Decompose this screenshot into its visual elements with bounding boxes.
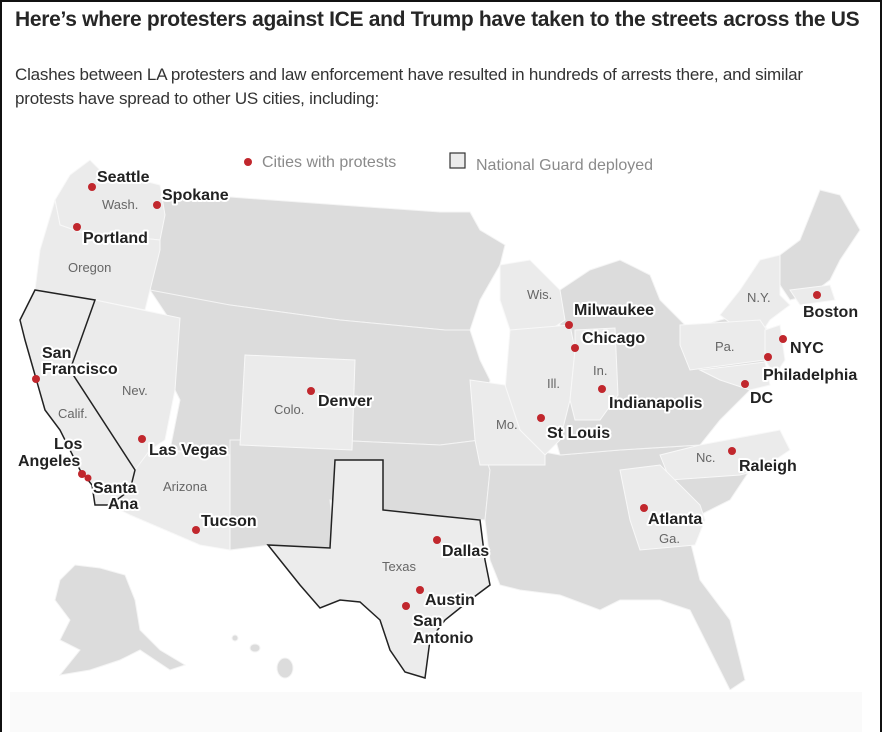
city-label-chicago: Chicago <box>582 330 645 347</box>
dot-las-vegas <box>138 435 146 443</box>
dot-santa-ana <box>84 474 92 482</box>
state-oregon <box>34 199 161 311</box>
state-label-arizona: Arizona <box>163 479 208 494</box>
page-subtitle: Clashes between LA protesters and law en… <box>15 65 803 108</box>
dot-dc <box>741 380 749 388</box>
city-label-san-antonio-1: San <box>413 613 442 630</box>
dot-spokane <box>153 201 161 209</box>
city-label-dc: DC <box>750 390 774 407</box>
legend-dot-icon <box>244 158 252 166</box>
state-georgia <box>619 464 706 551</box>
state-new-england <box>779 189 861 301</box>
state-label-texas: Texas <box>382 559 416 574</box>
dot-denver <box>307 387 315 395</box>
state-label-ill: Ill. <box>547 376 560 391</box>
legend-cities-label: Cities with protests <box>262 154 396 171</box>
footer-area <box>10 692 862 732</box>
state-label-in: In. <box>593 363 607 378</box>
city-label-philadelphia: Philadelphia <box>763 367 857 384</box>
dot-austin <box>416 586 424 594</box>
city-label-dallas: Dallas <box>442 543 489 560</box>
dot-los-angeles <box>78 470 86 478</box>
us-map: Cities with protests National Guard depl… <box>10 120 862 690</box>
city-label-seattle: Seattle <box>97 169 150 186</box>
page-title: Here’s where protesters against ICE and … <box>15 8 860 31</box>
dot-tucson <box>192 526 200 534</box>
state-label-oregon: Oregon <box>68 260 111 275</box>
dot-indianapolis <box>598 385 606 393</box>
city-label-san-francisco-2: Francisco <box>42 361 118 378</box>
state-colorado <box>239 354 356 451</box>
dot-nyc <box>779 335 787 343</box>
dot-milwaukee <box>565 321 573 329</box>
state-label-calif: Calif. <box>58 406 88 421</box>
state-label-nev: Nev. <box>122 383 148 398</box>
state-hawaii-small-2 <box>231 634 239 642</box>
city-label-atlanta: Atlanta <box>648 511 702 528</box>
city-label-las-vegas: Las Vegas <box>149 442 227 459</box>
city-label-san-antonio-2: Antonio <box>413 630 474 647</box>
state-label-wis: Wis. <box>527 287 552 302</box>
dot-atlanta <box>640 504 648 512</box>
dot-boston <box>813 291 821 299</box>
city-label-los-angeles-1: Los <box>54 436 83 453</box>
state-label-nc: Nc. <box>696 450 716 465</box>
city-label-indianapolis: Indianapolis <box>609 395 702 412</box>
dot-san-francisco <box>32 375 40 383</box>
state-hawaii-small <box>249 643 261 653</box>
city-label-austin: Austin <box>425 592 475 609</box>
dot-seattle <box>88 183 96 191</box>
legend-guard-label: National Guard deployed <box>476 157 653 174</box>
state-wisconsin <box>499 259 566 331</box>
state-label-pa: Pa. <box>715 339 735 354</box>
dot-raleigh <box>728 447 736 455</box>
city-label-boston: Boston <box>803 304 858 321</box>
state-texas-guard <box>266 459 491 679</box>
state-alaska <box>54 564 187 676</box>
state-maryland-dc <box>698 361 771 391</box>
dot-st-louis <box>537 414 545 422</box>
dot-portland <box>73 223 81 231</box>
state-california-guard <box>19 289 136 506</box>
dot-san-antonio <box>402 602 410 610</box>
city-labels: Seattle Spokane Portland San Francisco L… <box>16 167 860 649</box>
city-label-tucson: Tucson <box>201 513 257 530</box>
city-label-san-francisco-1: San <box>42 345 71 362</box>
state-labels: Wash. Oregon Calif. Nev. Arizona Colo. T… <box>58 197 771 574</box>
state-missouri <box>469 379 546 466</box>
state-label-ga: Ga. <box>659 531 680 546</box>
city-label-santa-ana-1: Santa <box>93 480 137 497</box>
dot-philadelphia <box>764 353 772 361</box>
city-label-st-louis: St Louis <box>547 425 610 442</box>
city-label-raleigh: Raleigh <box>739 458 797 475</box>
legend: Cities with protests National Guard depl… <box>244 152 653 174</box>
city-label-portland: Portland <box>83 230 148 247</box>
dot-dallas <box>433 536 441 544</box>
protest-states <box>34 159 836 551</box>
city-dots <box>32 183 821 610</box>
map-svg: Cities with protests National Guard depl… <box>16 152 861 690</box>
state-label-wash: Wash. <box>102 197 138 212</box>
national-guard-states <box>19 289 491 679</box>
state-label-colo: Colo. <box>274 402 304 417</box>
city-label-santa-ana-2: Ana <box>108 496 138 513</box>
dot-chicago <box>571 344 579 352</box>
city-label-denver: Denver <box>318 393 372 410</box>
city-label-los-angeles-2: Angeles <box>18 453 80 470</box>
state-hawaii <box>276 657 294 679</box>
state-label-mo: Mo. <box>496 417 518 432</box>
state-north-carolina <box>659 429 791 481</box>
legend-box-icon <box>449 152 466 169</box>
city-label-milwaukee: Milwaukee <box>574 302 654 319</box>
state-massachusetts <box>789 284 836 306</box>
state-label-ny: N.Y. <box>747 290 771 305</box>
city-label-spokane: Spokane <box>162 187 229 204</box>
city-label-nyc: NYC <box>790 340 824 357</box>
state-indiana <box>569 327 619 421</box>
